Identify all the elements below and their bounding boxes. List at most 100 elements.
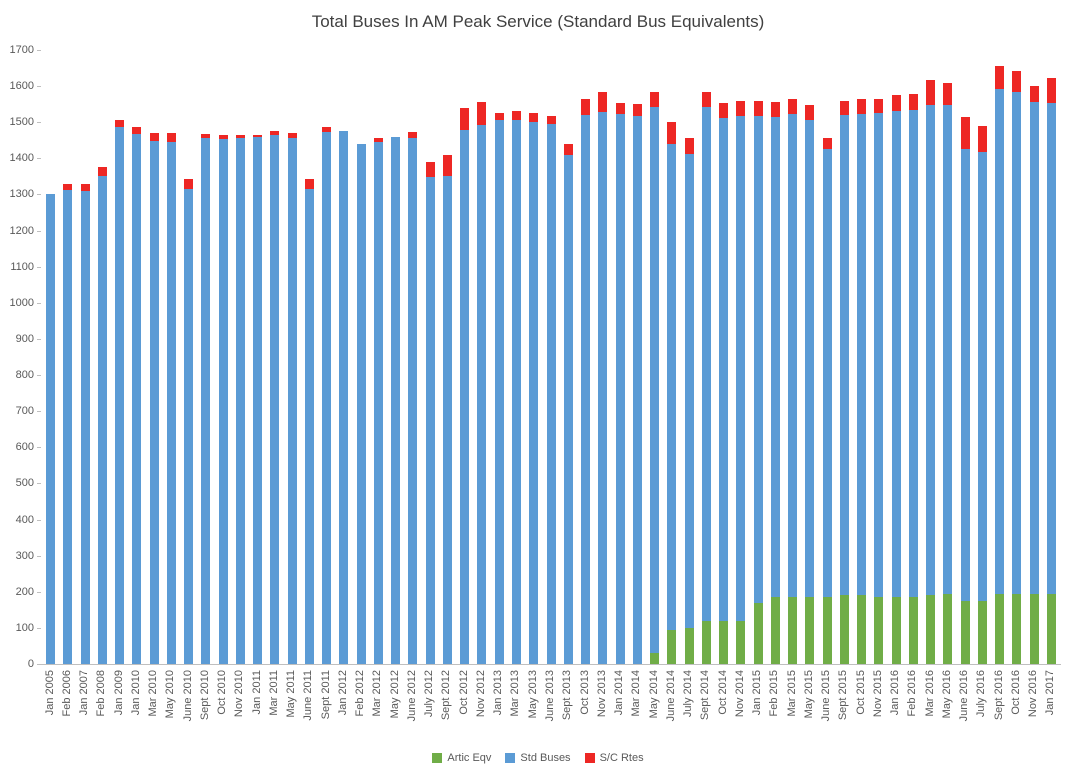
bar-segment-s-c-rtes [184,179,194,190]
x-axis-label: June 2016 [958,670,971,722]
bar-segment-artic-eqv [874,597,884,664]
chart-title: Total Buses In AM Peak Service (Standard… [311,12,765,31]
bar-segment-std-buses [425,177,435,664]
bar-segment-s-c-rtes [805,105,815,120]
bar-segment-s-c-rtes [442,154,452,176]
y-axis-tick [37,86,41,88]
bar-segment-std-buses [926,104,936,596]
x-axis-label: July 2014 [682,670,695,718]
bar-segment-s-c-rtes [615,102,625,114]
y-axis-tick [37,375,41,377]
x-axis-label: Oct 2013 [578,670,591,715]
bar-segment-std-buses [943,105,953,594]
bar-segment-s-c-rtes [753,101,763,116]
bar-segment-artic-eqv [891,597,901,664]
bar-segment-std-buses [477,125,487,664]
y-axis-label: 800 [15,369,34,382]
x-axis-label: July 2012 [423,670,436,718]
bar-segment-s-c-rtes [373,137,383,143]
x-axis-label: Jan 2013 [492,670,505,716]
y-axis-tick [37,122,41,124]
bar-segment-std-buses [632,115,642,664]
x-axis-label: Jan 2017 [1044,670,1057,716]
bar-segment-std-buses [253,136,263,664]
bar-segment-artic-eqv [908,597,918,664]
x-axis-label: May 2010 [164,670,177,719]
y-axis-label: 1400 [9,152,34,165]
bar-segment-s-c-rtes [598,92,608,113]
legend-swatch-icon [584,753,595,763]
bar-segment-s-c-rtes [529,113,539,123]
y-axis-label: 1700 [9,44,34,56]
y-axis-label: 600 [15,441,34,454]
bar-segment-s-c-rtes [97,167,107,177]
bar-segment-artic-eqv [943,593,953,664]
bar-segment-s-c-rtes [477,102,487,126]
bar-segment-s-c-rtes [546,115,556,125]
bar-segment-std-buses [494,120,504,664]
bar-segment-std-buses [701,107,711,621]
y-axis-tick [37,664,41,665]
bar-segment-s-c-rtes [736,101,746,116]
bar-segment-s-c-rtes [218,134,228,139]
bar-segment-std-buses [46,194,56,664]
bar-segment-std-buses [1046,103,1056,594]
bar-segment-artic-eqv [719,620,729,664]
bar-segment-std-buses [80,190,90,664]
x-axis-label: Jan 2010 [129,670,142,716]
bar-segment-std-buses [149,141,159,664]
bar-segment-std-buses [857,114,867,596]
x-axis-label: June 2012 [405,670,418,722]
bar-segment-std-buses [908,109,918,598]
bar-segment-s-c-rtes [408,131,418,138]
y-axis-tick [37,447,41,449]
bar-segment-s-c-rtes [632,104,642,116]
x-axis-label: Nov 2010 [233,670,246,718]
bar-segment-s-c-rtes [287,133,297,138]
x-axis-label: Nov 2013 [595,670,608,718]
y-axis-tick [37,230,41,232]
bar-segment-artic-eqv [839,595,849,664]
y-axis-tick [37,483,41,485]
bar-segment-std-buses [615,113,625,664]
x-axis-label: Mar 2015 [785,670,798,717]
x-axis-label: Mar 2016 [923,670,936,717]
x-axis-label: Jan 2016 [889,670,902,716]
bar-segment-s-c-rtes [132,127,142,134]
y-axis-label: 1000 [9,296,34,309]
y-axis-label: 1200 [9,224,34,237]
bar-segment-std-buses [529,122,539,664]
y-axis-tick [37,411,41,413]
y-axis-label: 1600 [9,80,34,93]
bar-segment-s-c-rtes [563,143,573,156]
y-axis-tick [37,519,41,521]
x-axis-label: Jan 2011 [250,670,263,715]
bar-segment-artic-eqv [788,597,798,664]
y-axis-label: 700 [15,405,34,418]
bar-segment-std-buses [891,111,901,598]
x-axis-label: Sept 2010 [198,670,211,721]
y-axis-tick [37,50,41,51]
bar-segment-artic-eqv [667,629,677,664]
x-axis-label: Feb 2008 [95,670,108,717]
bar-segment-std-buses [839,115,849,596]
legend-swatch-icon [432,753,443,763]
y-axis-label: 500 [15,477,34,490]
y-axis-label: 1500 [9,116,34,129]
bar-segment-std-buses [304,189,314,664]
y-axis-label: 100 [15,621,34,634]
bar-segment-s-c-rtes [511,111,521,121]
y-axis-tick [37,158,41,160]
bar-segment-s-c-rtes [891,95,901,112]
y-axis-label: 1100 [10,260,34,273]
bar-segment-s-c-rtes [425,161,435,178]
bar-segment-s-c-rtes [80,184,90,191]
bar-segment-artic-eqv [857,595,867,664]
bar-segment-std-buses [373,142,383,664]
x-axis-label: July 2016 [975,670,988,718]
legend-swatch-icon [505,753,516,763]
y-axis-tick [37,591,41,593]
bar-segment-s-c-rtes [770,101,780,117]
bar-segment-s-c-rtes [995,66,1005,90]
y-axis-label: 0 [27,658,34,670]
